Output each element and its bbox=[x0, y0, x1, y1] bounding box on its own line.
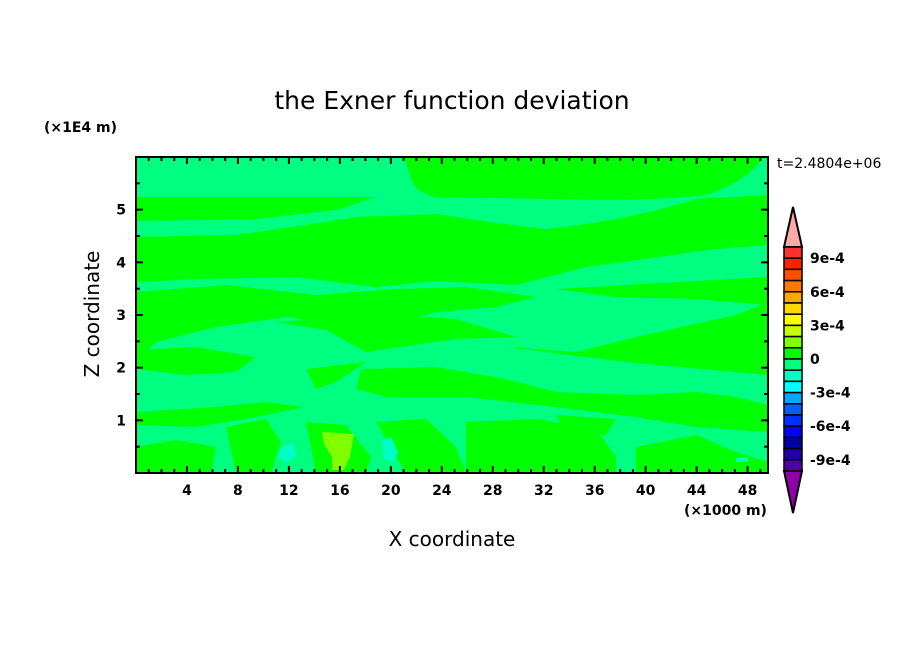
colorbar-tick-label: -9e-4 bbox=[810, 453, 851, 469]
colorbar-tick-label: 3e-4 bbox=[810, 318, 845, 334]
colorbar: 9e-4 6e-4 3e-4 0 -3e-4 -6e-4 -9e-4 bbox=[782, 206, 851, 514]
contour-band bbox=[404, 157, 764, 200]
colorbar-swatch bbox=[783, 313, 803, 327]
colorbar-under-triangle bbox=[782, 470, 804, 514]
x-tick-label: 32 bbox=[534, 483, 553, 499]
x-tick-label: 20 bbox=[381, 483, 401, 499]
colorbar-swatch bbox=[783, 403, 803, 416]
colorbar-swatch bbox=[783, 391, 803, 405]
colorbar-swatch bbox=[783, 414, 803, 427]
colorbar-swatch bbox=[783, 268, 803, 282]
colorbar-swatch bbox=[783, 358, 803, 371]
colorbar-tick-label: 9e-4 bbox=[810, 251, 845, 267]
contour-band bbox=[136, 197, 376, 221]
contour-field bbox=[135, 156, 769, 474]
x-tick-label: 8 bbox=[233, 483, 243, 499]
x-axis-label: X coordinate bbox=[388, 527, 516, 551]
x-tick-label: 44 bbox=[687, 483, 707, 499]
colorbar-over-triangle bbox=[782, 206, 804, 248]
contour-band bbox=[306, 362, 366, 389]
contour-band bbox=[556, 277, 768, 305]
contour-band bbox=[226, 419, 281, 473]
y-tick-label: 5 bbox=[116, 203, 126, 219]
colorbar-tick-label: -6e-4 bbox=[810, 419, 851, 435]
contour-band bbox=[136, 440, 216, 473]
x-tick-label: 16 bbox=[330, 483, 349, 499]
colorbar-swatch bbox=[783, 335, 803, 349]
y-tick-label: 1 bbox=[116, 413, 126, 429]
contour-bands bbox=[136, 157, 768, 473]
colorbar-swatch bbox=[783, 447, 803, 461]
colorbar-swatch bbox=[783, 279, 803, 293]
colorbar-tick-label: 0 bbox=[810, 352, 820, 368]
colorbar-swatch bbox=[783, 369, 803, 383]
colorbar-swatch bbox=[783, 302, 803, 315]
colorbar-swatch bbox=[783, 246, 803, 259]
y-unit-label: (×1E4 m) bbox=[44, 120, 118, 136]
colorbar-swatch bbox=[783, 459, 803, 472]
x-tick-label: 48 bbox=[738, 483, 757, 499]
x-tick-label: 24 bbox=[432, 483, 452, 499]
x-tick-label: 40 bbox=[636, 483, 656, 499]
contour-band bbox=[376, 419, 466, 473]
contour-min-patch bbox=[736, 457, 748, 462]
contour-band bbox=[506, 302, 768, 375]
colorbar-swatch bbox=[783, 257, 803, 271]
contour-band bbox=[276, 315, 516, 352]
y-tick-label: 3 bbox=[116, 308, 126, 324]
colorbar-swatch bbox=[783, 380, 803, 394]
time-annotation: t=2.4804e+06 bbox=[777, 156, 882, 172]
x-unit-label: (×1000 m) bbox=[684, 503, 767, 519]
contour-band bbox=[556, 415, 616, 435]
x-tick-label: 36 bbox=[585, 483, 604, 499]
contour-band bbox=[136, 402, 306, 427]
y-tick-label: 4 bbox=[116, 255, 126, 271]
colorbar-swatch bbox=[783, 425, 803, 439]
contour-band bbox=[136, 347, 256, 375]
chart-title: the Exner function deviation bbox=[274, 86, 630, 115]
contour-max-patch bbox=[322, 432, 354, 470]
colorbar-tick-label: 6e-4 bbox=[810, 285, 845, 301]
contour-min-patch bbox=[382, 437, 398, 462]
colorbar-tick-label: -3e-4 bbox=[810, 386, 851, 402]
contour-band bbox=[636, 435, 768, 473]
colorbar-swatch bbox=[783, 436, 803, 450]
x-tick-label: 4 bbox=[182, 483, 192, 499]
colorbar-swatch bbox=[783, 291, 803, 304]
y-tick-label: 2 bbox=[116, 361, 126, 377]
contour-band bbox=[356, 367, 768, 432]
colorbar-swatch bbox=[783, 324, 803, 338]
x-tick-label: 28 bbox=[483, 483, 502, 499]
contour-min-patch bbox=[278, 443, 296, 462]
contour-band bbox=[136, 195, 768, 287]
x-tick-label: 12 bbox=[279, 483, 298, 499]
colorbar-swatch bbox=[783, 347, 803, 360]
